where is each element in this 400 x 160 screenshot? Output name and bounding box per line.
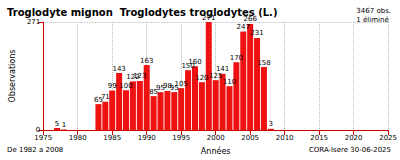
svg-text:100: 100 (119, 82, 132, 90)
svg-text:163: 163 (140, 57, 153, 65)
svg-text:160: 160 (188, 58, 201, 66)
svg-text:99: 99 (108, 82, 117, 90)
svg-text:231: 231 (250, 29, 263, 37)
svg-text:98: 98 (162, 82, 172, 91)
svg-text:141: 141 (216, 65, 229, 73)
svg-text:1995: 1995 (172, 134, 190, 142)
svg-text:2015: 2015 (310, 134, 328, 142)
svg-text:3: 3 (269, 120, 273, 128)
svg-text:110: 110 (223, 78, 236, 86)
svg-text:271: 271 (202, 13, 216, 22)
svg-text:1985: 1985 (103, 134, 121, 142)
svg-text:105: 105 (175, 80, 188, 88)
svg-text:71: 71 (101, 93, 110, 101)
svg-text:247: 247 (237, 23, 250, 31)
svg-text:85: 85 (149, 87, 159, 96)
svg-text:143: 143 (112, 65, 125, 73)
svg-text:158: 158 (257, 59, 270, 67)
svg-text:1990: 1990 (138, 134, 156, 142)
svg-text:1 éliminé: 1 éliminé (356, 16, 388, 24)
svg-text:1: 1 (62, 121, 66, 129)
svg-text:1980: 1980 (69, 134, 87, 142)
svg-text:1975: 1975 (34, 134, 52, 142)
svg-text:0: 0 (35, 126, 41, 134)
svg-text:2025: 2025 (379, 134, 397, 142)
svg-text:123: 123 (133, 72, 146, 80)
svg-text:170: 170 (230, 54, 243, 62)
svg-text:CORA-Isere 30-06-2025: CORA-Isere 30-06-2025 (309, 146, 391, 154)
svg-text:2010: 2010 (276, 134, 294, 142)
svg-text:Observations: Observations (8, 50, 17, 103)
svg-text:2005: 2005 (241, 134, 259, 142)
svg-text:Troglodyte mignon Troglodytes: Troglodyte mignon Troglodytes troglodyte… (7, 7, 277, 18)
svg-text:65: 65 (94, 95, 103, 104)
svg-text:95: 95 (156, 83, 165, 92)
svg-text:De 1982 a 2008: De 1982 a 2008 (7, 146, 63, 154)
svg-text:271: 271 (27, 18, 40, 26)
svg-text:3467 obs.: 3467 obs. (356, 7, 391, 15)
svg-text:Années: Années (201, 146, 231, 156)
svg-text:2000: 2000 (207, 134, 225, 142)
svg-text:266: 266 (243, 15, 257, 24)
svg-text:5: 5 (55, 120, 59, 128)
svg-text:125: 125 (209, 71, 223, 80)
svg-text:120: 120 (195, 74, 208, 82)
svg-text:2020: 2020 (345, 134, 363, 142)
